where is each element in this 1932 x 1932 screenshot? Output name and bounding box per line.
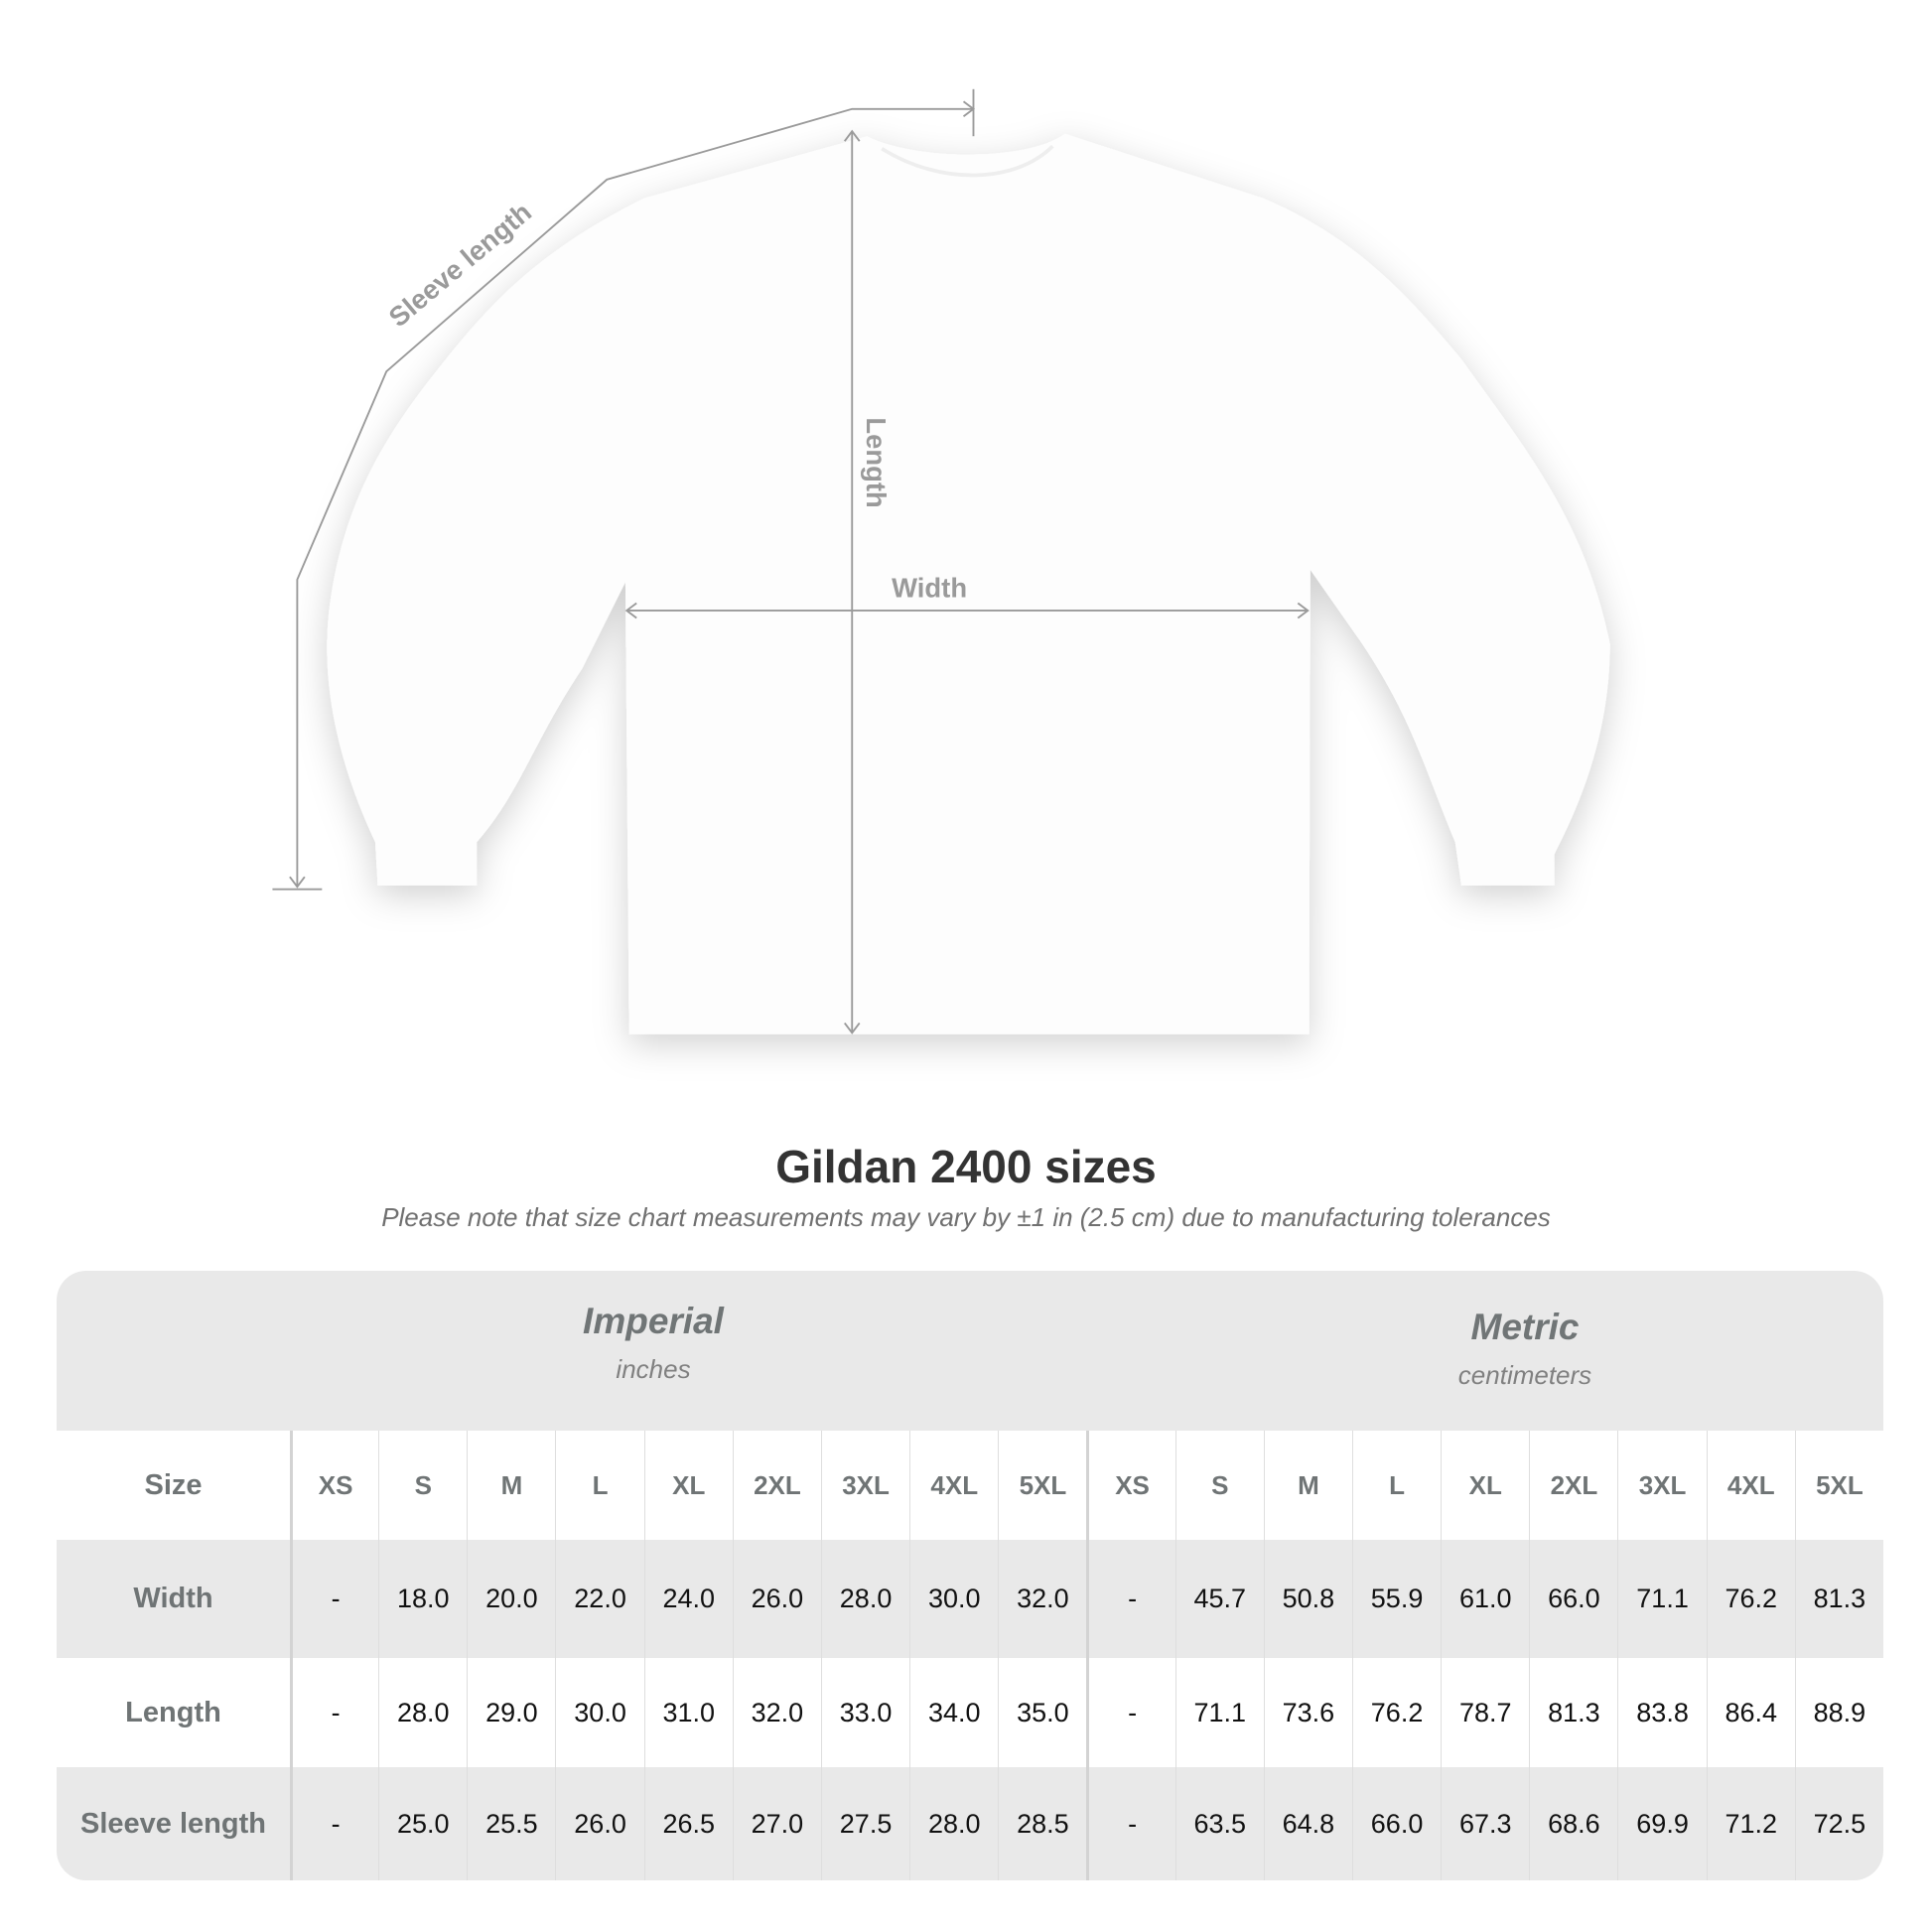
metric-value-cell: 66.0 [1529, 1540, 1618, 1658]
imperial-value-cell: 32.0 [998, 1540, 1087, 1658]
sleeve-measure-line [296, 107, 974, 888]
size-header-label: Size [144, 1468, 203, 1501]
imperial-size-header: 3XL [820, 1431, 909, 1540]
metric-size-header: 3XL [1617, 1431, 1706, 1540]
imperial-unit: inches [616, 1354, 691, 1384]
imperial-value-cell: 29.0 [467, 1658, 555, 1767]
metric-value-cell: 71.1 [1617, 1540, 1707, 1658]
metric-value-cell: 68.6 [1529, 1767, 1618, 1880]
imperial-value-cell: 20.0 [467, 1540, 556, 1658]
metric-value-cell: 86.4 [1706, 1658, 1795, 1767]
imperial-value-cell: 24.0 [643, 1540, 733, 1658]
imperial-size-header: 5XL [998, 1431, 1086, 1540]
metric-value-cell: 76.2 [1706, 1540, 1795, 1658]
metric-size-header: S [1174, 1431, 1264, 1540]
imperial-value-cell: 31.0 [643, 1658, 733, 1767]
imperial-value-cell: - [290, 1540, 379, 1658]
metric-size-header: XL [1441, 1431, 1529, 1540]
imperial-header: Imperial inches [306, 1301, 1001, 1385]
imperial-size-header: L [555, 1431, 643, 1540]
imperial-value-cell: 33.0 [820, 1658, 909, 1767]
metric-value-cell: 78.7 [1441, 1658, 1529, 1767]
metric-value-cell: 81.3 [1794, 1540, 1883, 1658]
metric-value-cell: 63.5 [1174, 1767, 1264, 1880]
metric-title: Metric [1470, 1307, 1580, 1347]
metric-value-cell: - [1086, 1658, 1174, 1767]
metric-value-cell: 83.8 [1617, 1658, 1706, 1767]
tolerance-note: Please note that size chart measurements… [381, 1202, 1551, 1232]
unit-header-band [57, 1271, 1883, 1431]
metric-value-cell: 55.9 [1351, 1540, 1442, 1658]
metric-value-cell: 61.0 [1441, 1540, 1530, 1658]
long-sleeve-shirt-image [327, 133, 1610, 1035]
imperial-title: Imperial [583, 1301, 724, 1341]
imperial-size-header: 4XL [909, 1431, 998, 1540]
metric-header: Metric centimeters [1177, 1307, 1872, 1391]
metric-value-cell: - [1086, 1540, 1175, 1658]
imperial-value-cell: 30.0 [909, 1540, 999, 1658]
imperial-value-cell: 26.0 [732, 1540, 821, 1658]
metric-value-cell: 71.2 [1706, 1767, 1795, 1880]
imperial-value-cell: 30.0 [555, 1658, 643, 1767]
imperial-size-header: XL [643, 1431, 733, 1540]
width-label: Width [892, 572, 967, 603]
metric-value-cell: - [1086, 1767, 1175, 1880]
metric-size-header: 5XL [1794, 1431, 1883, 1540]
imperial-value-cell: 27.5 [820, 1767, 910, 1880]
metric-value-cell: 50.8 [1263, 1540, 1352, 1658]
imperial-value-cell: 35.0 [998, 1658, 1086, 1767]
imperial-value-cell: - [290, 1767, 379, 1880]
imperial-size-header: M [467, 1431, 555, 1540]
imperial-value-cell: 25.0 [378, 1767, 468, 1880]
metric-value-cell: 67.3 [1441, 1767, 1530, 1880]
imperial-value-cell: 34.0 [909, 1658, 998, 1767]
imperial-size-header: S [378, 1431, 467, 1540]
size-grid: Size XS S M L XL 2XL 3XL 4XL 5XL XS S M L XL 2XL 3XL 4XL 5… [57, 1431, 1883, 1880]
imperial-value-cell: 28.0 [820, 1540, 910, 1658]
metric-size-header: 4XL [1706, 1431, 1795, 1540]
metric-size-header: XS [1086, 1431, 1174, 1540]
imperial-value-cell: 18.0 [378, 1540, 468, 1658]
row-label: Length [125, 1696, 221, 1728]
imperial-value-cell: 27.0 [732, 1767, 821, 1880]
metric-value-cell: 76.2 [1351, 1658, 1441, 1767]
imperial-size-header: 2XL [732, 1431, 821, 1540]
imperial-value-cell: 28.0 [909, 1767, 999, 1880]
metric-value-cell: 64.8 [1263, 1767, 1352, 1880]
metric-value-cell: 69.9 [1617, 1767, 1707, 1880]
metric-value-cell: 88.9 [1794, 1658, 1883, 1767]
metric-size-header: M [1263, 1431, 1352, 1540]
page-title: Gildan 2400 sizes [775, 1141, 1157, 1192]
imperial-value-cell: 28.5 [998, 1767, 1087, 1880]
imperial-value-cell: 22.0 [555, 1540, 644, 1658]
row-label: Sleeve length [57, 1767, 290, 1880]
metric-value-cell: 73.6 [1263, 1658, 1352, 1767]
metric-size-header: L [1351, 1431, 1441, 1540]
metric-value-cell: 81.3 [1529, 1658, 1617, 1767]
imperial-value-cell: 26.5 [643, 1767, 733, 1880]
imperial-value-cell: 26.0 [555, 1767, 644, 1880]
imperial-value-cell: 28.0 [378, 1658, 467, 1767]
imperial-value-cell: 32.0 [732, 1658, 821, 1767]
imperial-value-cell: - [290, 1658, 378, 1767]
size-table: Imperial inches Metric centimeters Size X… [57, 1271, 1883, 1880]
imperial-value-cell: 25.5 [467, 1767, 556, 1880]
metric-value-cell: 72.5 [1794, 1767, 1883, 1880]
metric-value-cell: 71.1 [1174, 1658, 1264, 1767]
row-label: Width [57, 1540, 290, 1658]
metric-value-cell: 45.7 [1174, 1540, 1264, 1658]
metric-value-cell: 66.0 [1351, 1767, 1442, 1880]
metric-unit: centimeters [1457, 1360, 1592, 1390]
length-label: Length [861, 417, 892, 507]
imperial-size-header: XS [290, 1431, 378, 1540]
metric-size-header: 2XL [1529, 1431, 1617, 1540]
